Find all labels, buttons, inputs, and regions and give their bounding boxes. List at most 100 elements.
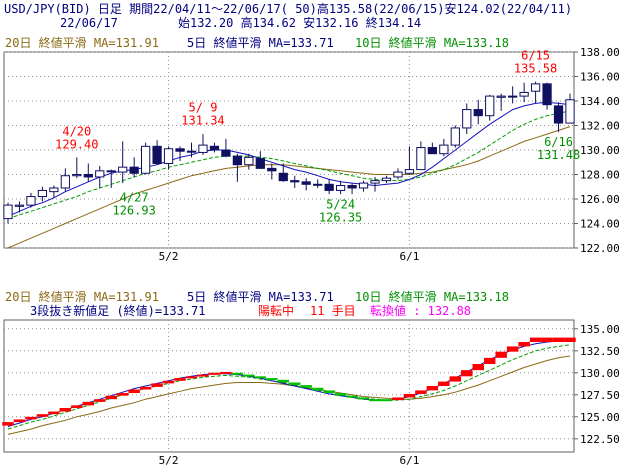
brick-up: [105, 395, 117, 400]
annotation-price: 131.48: [537, 148, 580, 162]
brick-up: [139, 386, 152, 390]
legend-ma20-bottom: 20日 終値平滑 MA=131.91: [5, 290, 159, 304]
y-tick-label: 124.00: [580, 218, 620, 231]
brick-up: [59, 408, 72, 412]
brick-up: [116, 393, 129, 396]
ma20-line: [7, 126, 571, 249]
brick-up: [495, 351, 507, 358]
brick-down: [311, 387, 324, 391]
y-tick-label: 134.00: [580, 95, 620, 108]
candle-down: [324, 183, 334, 191]
candle-down: [221, 149, 231, 157]
y-tick-label: 122.00: [580, 242, 620, 255]
brick-up: [36, 414, 49, 417]
y-tick-label: 135.00: [580, 323, 620, 336]
candle-up: [358, 182, 369, 189]
x-tick-label: 6/1: [399, 454, 419, 467]
brick-up: [472, 364, 484, 371]
candle-up: [462, 109, 472, 129]
brick-up: [71, 405, 83, 408]
brick-down: [380, 399, 393, 402]
candle-up: [404, 169, 415, 174]
y-tick-label: 132.00: [580, 120, 620, 133]
candle-down: [152, 145, 162, 164]
candle-down: [255, 158, 265, 169]
y-tick-label: 130.00: [580, 367, 620, 380]
candle-up: [118, 166, 128, 173]
ma10-line: [7, 110, 571, 220]
candle-down: [347, 185, 357, 189]
annotation-price: 131.34: [181, 114, 224, 128]
brick-up: [2, 422, 14, 426]
y-tick-label: 126.00: [580, 193, 620, 206]
brick-up: [220, 371, 232, 374]
candle-up: [14, 204, 25, 207]
y-tick-label: 125.00: [580, 411, 620, 424]
candle-up: [95, 170, 105, 178]
brick-up: [48, 411, 60, 415]
candle-up: [163, 148, 174, 164]
brick-up: [564, 337, 576, 342]
annotation-date: 5/24: [326, 198, 355, 212]
annotation-date: 5/ 9: [189, 101, 218, 115]
plot-frame: [3, 319, 575, 453]
line-break-label: 3段抜き新値足 (終値)=133.71: [30, 304, 206, 318]
candle-down: [290, 180, 300, 183]
brick-up: [403, 393, 416, 398]
y-tick-label: 127.50: [580, 389, 620, 402]
brick-up: [449, 376, 462, 382]
candle-down: [83, 174, 93, 178]
brick-down: [357, 397, 370, 400]
candle-up: [186, 150, 197, 153]
candle-down: [129, 166, 139, 174]
brick-up: [208, 372, 221, 375]
candle-up: [37, 189, 48, 198]
brick-up: [82, 401, 95, 406]
x-tick-label: 6/1: [399, 250, 419, 263]
brick-up: [541, 337, 553, 342]
candle-up: [496, 95, 506, 98]
brick-up: [174, 378, 186, 381]
candle-up: [485, 95, 495, 117]
brick-up: [438, 381, 450, 386]
brick-up: [518, 342, 530, 347]
annotation-date: 4/27: [120, 191, 149, 205]
brick-up: [415, 390, 427, 394]
y-tick-label: 136.00: [580, 71, 620, 84]
brick-up: [483, 357, 496, 364]
header-period: USD/JPY(BID) 日足 期間22/04/11〜22/06/17( 50)…: [4, 2, 573, 16]
candle-up: [381, 177, 392, 182]
candle-up: [416, 147, 426, 171]
legend-ma10-bottom: 10日 終値平滑 MA=133.18: [355, 290, 509, 304]
candle-up: [244, 156, 254, 166]
brick-down: [369, 399, 381, 402]
candle-up: [198, 144, 208, 153]
candle-down: [542, 83, 552, 106]
candle-up: [3, 204, 13, 220]
price-panel: 122.00 124.00 126.00 128.00 130.00 132.00 134.…: [3, 46, 620, 263]
line-break-panel: 122.50 125.00 127.50 130.00 132.50 135.00 5/2 6…: [2, 319, 620, 467]
candle-up: [393, 171, 403, 178]
brick-down: [289, 382, 301, 386]
brick-down: [323, 390, 335, 394]
candle-down: [267, 167, 277, 172]
brick-up: [162, 380, 175, 384]
brick-down: [346, 395, 358, 398]
legend-ma10-top: 10日 終値平滑 MA=133.18: [355, 36, 509, 50]
brick-up: [13, 419, 26, 423]
x-tick-label: 5/2: [159, 454, 179, 467]
annotation-price: 126.35: [319, 211, 362, 225]
brick-up: [506, 346, 519, 352]
trend-state: 陽転中: [258, 304, 295, 318]
candle-up: [565, 99, 575, 124]
y-tick-label: 128.00: [580, 169, 620, 182]
candle-down: [278, 172, 288, 182]
brick-up: [128, 389, 140, 394]
brick-up: [94, 399, 106, 402]
y-tick-label: 138.00: [580, 46, 620, 59]
annotation-date: 6/15: [521, 49, 550, 63]
brick-down: [300, 385, 312, 388]
header-date: 22/06/17: [60, 16, 118, 30]
reversal-value: 転換値 : 132.88: [370, 304, 472, 318]
